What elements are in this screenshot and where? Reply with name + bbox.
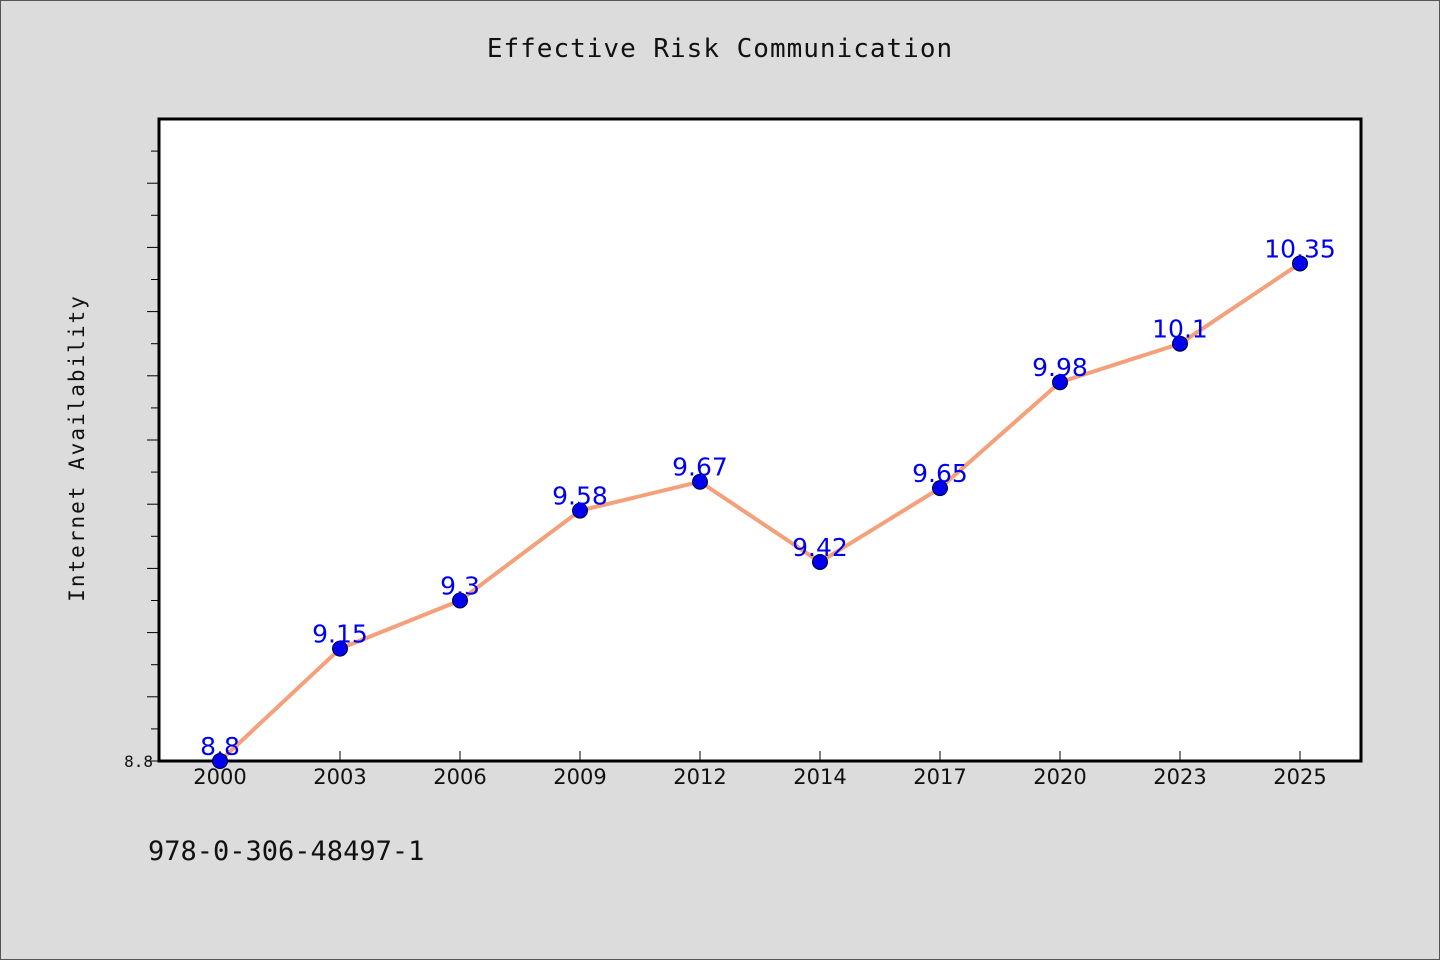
data-point [452,592,468,609]
data-point [692,473,708,490]
x-tick-label: 2025 [1273,765,1326,789]
y-tick-label: 8.8 [124,752,153,771]
x-tick-label: 2020 [1033,765,1086,789]
data-point [812,553,828,570]
x-axis-ticks: 2000 2003 2006 2009 2012 2014 2017 2020 2023 2025 [193,751,1327,789]
data-point [212,753,228,769]
x-tick-label: 2003 [313,765,366,789]
x-tick-label: 2006 [433,765,486,789]
data-point [572,502,588,519]
data-point [1172,335,1188,352]
data-label: 9.3 [440,572,480,601]
plot-area [157,117,1363,763]
data-labels: 8.8 9.15 9.3 9.58 9.67 9.42 9.65 9.98 10.1 10.35 [200,234,1336,761]
series-layer [212,255,1308,769]
series-line [218,261,1302,763]
x-tick-label: 2017 [913,765,966,789]
data-point [1052,374,1068,391]
x-tick-label: 2009 [553,765,606,789]
data-label: 10.35 [1264,234,1336,263]
data-point [932,480,948,497]
data-point [1292,255,1308,272]
data-label: 8.8 [200,732,240,761]
isbn-text: 978-0-306-48497-1 [148,836,425,867]
chart-title: Effective Risk Communication [486,34,954,64]
x-tick-label: 2023 [1153,765,1206,789]
data-label: 9.98 [1032,353,1088,382]
data-point [332,640,348,657]
data-label: 9.67 [672,453,728,482]
data-label: 9.65 [912,459,968,488]
data-label: 9.42 [792,533,848,562]
data-label: 10.1 [1152,315,1208,344]
y-axis-ticks: 8.8 [124,150,159,771]
x-tick-label: 2014 [793,765,846,789]
data-label: 9.15 [312,620,368,649]
x-tick-label: 2012 [673,765,726,789]
data-label: 9.58 [552,482,608,511]
